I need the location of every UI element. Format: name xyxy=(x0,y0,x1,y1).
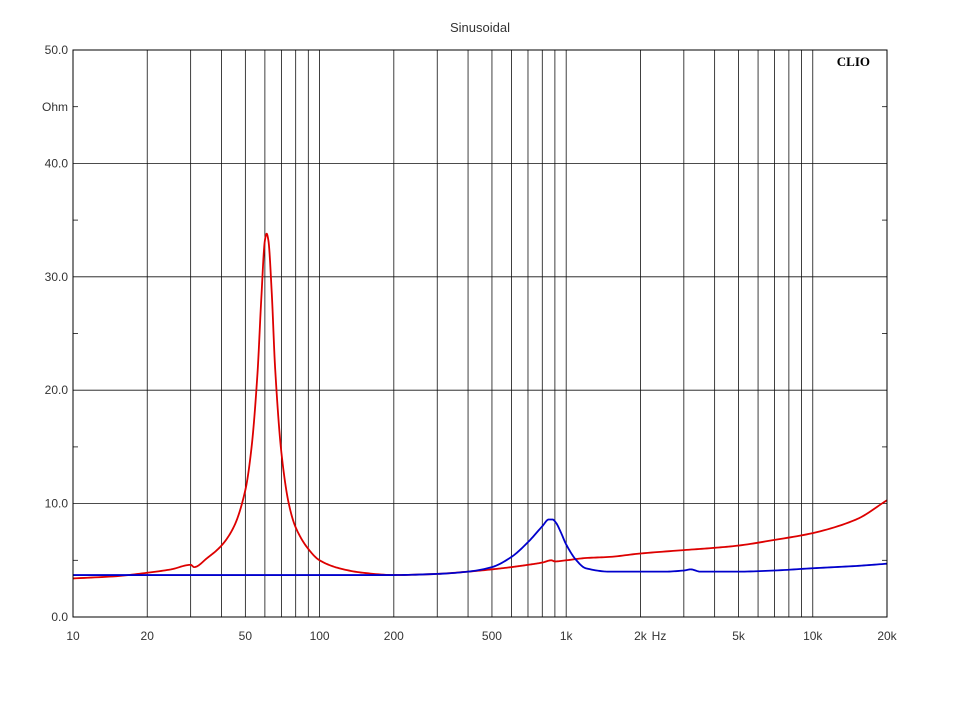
x-tick-label: 20 xyxy=(141,629,155,643)
x-tick-label: 10 xyxy=(66,629,80,643)
plot-background xyxy=(73,50,887,617)
x-tick-label: 20k xyxy=(877,629,897,643)
brand-label: CLIO xyxy=(837,54,870,69)
x-tick-label: 2k xyxy=(634,629,648,643)
x-tick-label: 5k xyxy=(732,629,746,643)
series-line-2 xyxy=(73,518,888,576)
plot-frame xyxy=(72,49,888,618)
x-tick-label: 10k xyxy=(803,629,823,643)
x-tick-label: 1k xyxy=(560,629,574,643)
series-layer xyxy=(72,232,888,580)
y-tick-label: 30.0 xyxy=(45,270,69,284)
y-tick-label: 20.0 xyxy=(45,383,69,397)
chart-title: Sinusoidal xyxy=(450,20,510,35)
grid-layer xyxy=(73,50,887,617)
x-tick-label: 50 xyxy=(239,629,253,643)
x-tick-label: 200 xyxy=(384,629,404,643)
series-line-1 xyxy=(72,232,888,580)
y-tick-label: 40.0 xyxy=(45,156,69,170)
x-axis-unit-label: Hz xyxy=(652,629,667,643)
label-layer: Sinusoidal CLIO Ohm Hz 0.0 10.0 20.0 30.0 40… xyxy=(42,20,898,643)
x-tick-label: 500 xyxy=(482,629,502,643)
y-tick-label: 50.0 xyxy=(45,43,69,57)
y-tick-label: 10.0 xyxy=(45,497,69,511)
x-tick-label: 100 xyxy=(310,629,330,643)
y-tick-label: 0.0 xyxy=(51,610,68,624)
y-axis-unit-label: Ohm xyxy=(42,100,68,114)
